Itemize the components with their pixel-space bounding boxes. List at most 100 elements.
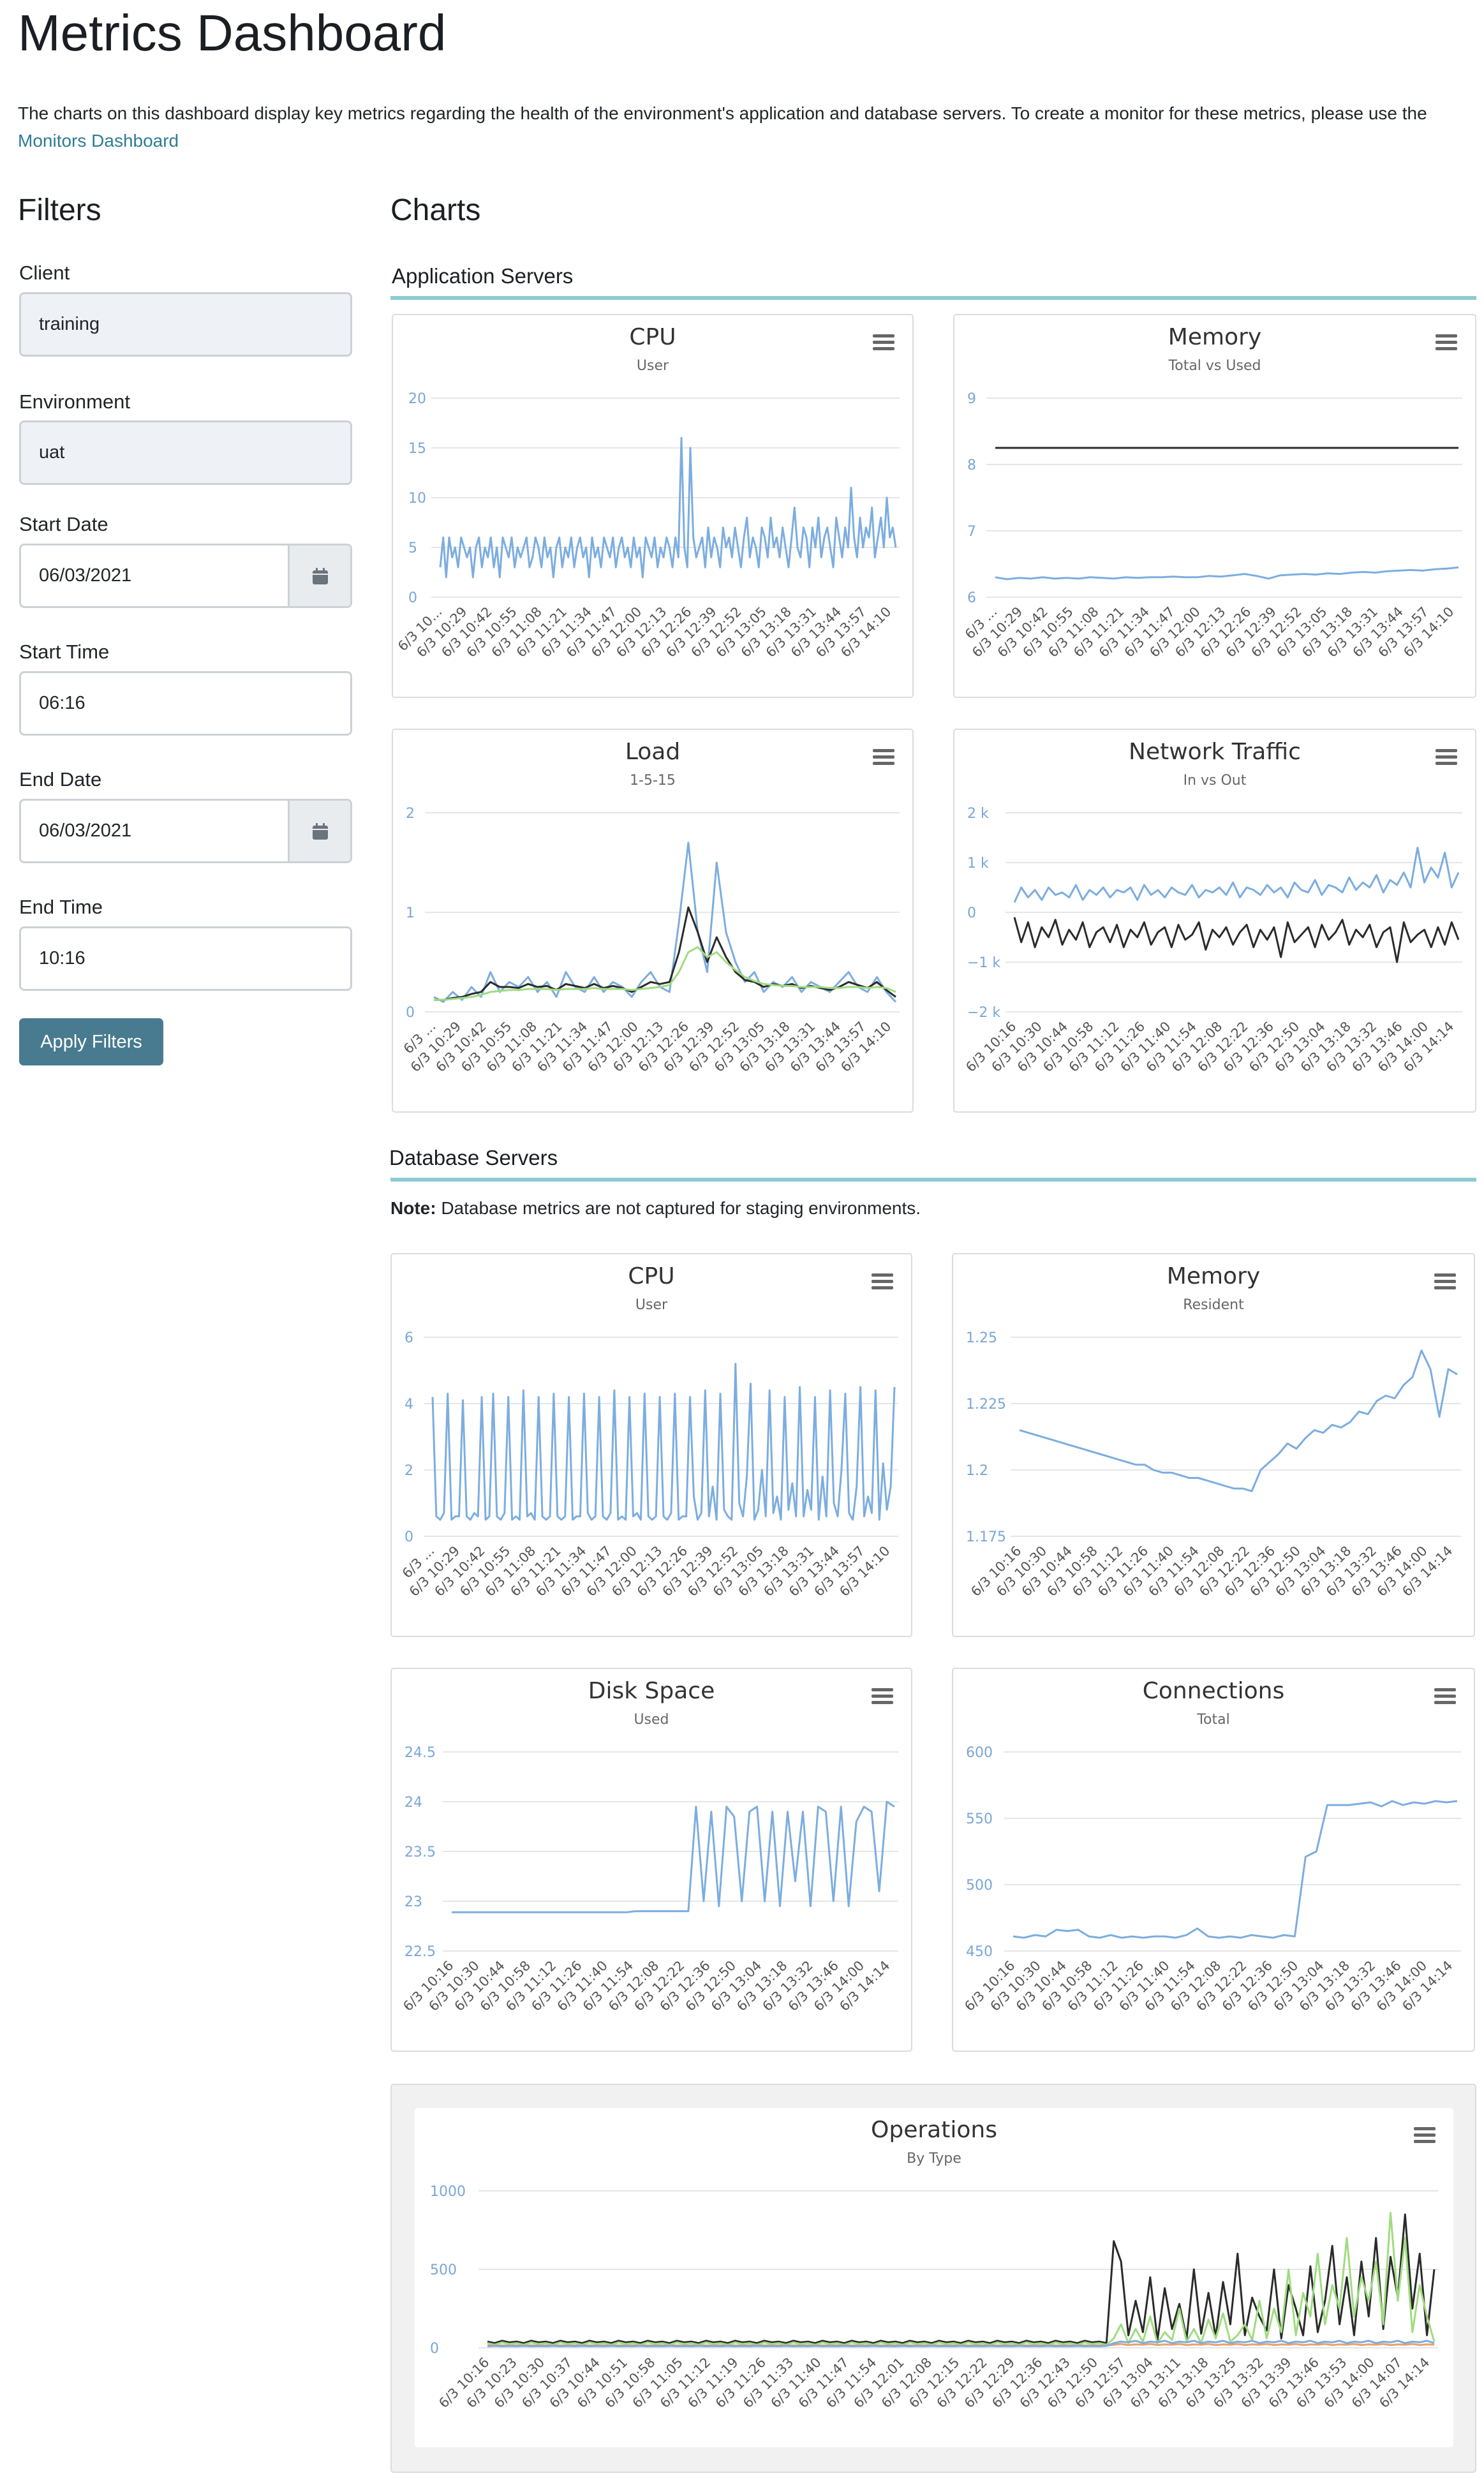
- environment-field[interactable]: uat: [19, 420, 352, 485]
- y-tick-label: 4: [404, 1397, 413, 1413]
- start-date-field[interactable]: 06/03/2021: [19, 544, 352, 608]
- series-line-1: [439, 436, 897, 579]
- y-tick-label: 0: [430, 2341, 439, 2357]
- environment-label: Environment: [19, 390, 131, 413]
- y-tick-label: 0: [408, 590, 417, 606]
- series-line-1: [433, 842, 897, 1003]
- chart-menu-icon[interactable]: [872, 1688, 893, 1704]
- intro-text: The charts on this dashboard display key…: [18, 100, 1466, 154]
- chart-menu-icon[interactable]: [1436, 334, 1457, 350]
- y-tick-label: 23.5: [404, 1844, 436, 1860]
- chart-title: Load: [625, 739, 680, 765]
- client-field[interactable]: training: [19, 292, 352, 357]
- db-servers-heading: Database Servers: [389, 1146, 558, 1169]
- y-tick-label: 500: [966, 1878, 993, 1894]
- y-tick-label: 2: [406, 806, 415, 822]
- y-tick-label: 2: [404, 1463, 413, 1479]
- y-tick-label: 5: [408, 540, 417, 556]
- y-tick-label: 550: [966, 1811, 993, 1827]
- chart-title: Connections: [1143, 1678, 1284, 1704]
- monitors-dashboard-link[interactable]: Monitors Dashboard: [18, 131, 179, 151]
- chart-subtitle: 1-5-15: [630, 773, 676, 789]
- y-tick-label: 9: [967, 391, 976, 407]
- y-tick-label: 23: [404, 1894, 422, 1910]
- page-title: Metrics Dashboard: [18, 4, 447, 61]
- series-line-2: [487, 2211, 1436, 2346]
- intro-body: The charts on this dashboard display key…: [18, 103, 1427, 123]
- series-line-4: [487, 2340, 1435, 2347]
- chart-menu-icon[interactable]: [1434, 1273, 1456, 1289]
- chart-title: CPU: [628, 1263, 674, 1289]
- y-tick-label: 0: [404, 1529, 413, 1545]
- start-time-label: Start Time: [19, 641, 110, 663]
- chart-db-memory: Memory Resident 1.175 1.2 1.225 1.25 6/3 10:16…: [952, 1253, 1475, 1637]
- note-label: Note:: [390, 1198, 436, 1218]
- chart-db-disk: Disk Space Used 22.5 23 23.5 24 24.5 6/3 10:16 6…: [390, 1668, 912, 2052]
- chart-subtitle: User: [637, 358, 669, 374]
- series-line-1: [431, 1363, 896, 1521]
- y-tick-label: 10: [408, 491, 426, 507]
- y-tick-label: 1: [406, 905, 415, 921]
- y-tick-label: 20: [408, 391, 426, 407]
- chart-menu-icon[interactable]: [873, 334, 894, 350]
- apply-filters-button[interactable]: Apply Filters: [19, 1018, 163, 1065]
- calendar-icon[interactable]: [288, 801, 350, 861]
- charts-heading: Charts: [390, 193, 481, 227]
- chart-subtitle: Total vs Used: [1168, 358, 1261, 374]
- chart-title: CPU: [629, 324, 676, 350]
- chart-app-cpu: CPU User 0 5 10 15 20 6/3 10... 6/3 10:29 6/3 10:…: [392, 314, 914, 698]
- chart-subtitle: Used: [634, 1712, 669, 1728]
- db-servers-rule: [390, 1178, 1476, 1182]
- start-time-field[interactable]: 06:16: [19, 671, 352, 736]
- series-line-1: [1019, 1349, 1458, 1492]
- series-line-2: [1013, 917, 1460, 963]
- chart-subtitle: In vs Out: [1183, 773, 1247, 789]
- chart-title: Memory: [1167, 1263, 1260, 1289]
- calendar-icon[interactable]: [288, 545, 350, 606]
- y-tick-label: 6: [967, 590, 976, 606]
- start-time-value: 06:16: [39, 693, 85, 713]
- chart-menu-icon[interactable]: [872, 1273, 893, 1289]
- chart-subtitle: User: [635, 1297, 668, 1313]
- y-tick-label: 0: [406, 1005, 415, 1021]
- series-line-2: [995, 566, 1459, 581]
- y-tick-label: 1 k: [967, 856, 989, 872]
- y-tick-label: 22.5: [404, 1944, 436, 1960]
- y-tick-label: 24.5: [404, 1745, 436, 1761]
- chart-menu-icon[interactable]: [1414, 2127, 1436, 2143]
- client-value: training: [39, 314, 100, 334]
- chart-menu-icon[interactable]: [1436, 749, 1457, 765]
- y-tick-label: −1 k: [967, 955, 1000, 971]
- end-date-field[interactable]: 06/03/2021: [19, 799, 352, 863]
- chart-title: Operations: [871, 2117, 997, 2143]
- chart-menu-icon[interactable]: [873, 749, 894, 765]
- app-servers-rule: [390, 296, 1476, 300]
- y-tick-label: 1.25: [966, 1330, 997, 1346]
- y-tick-label: 15: [408, 441, 426, 457]
- end-time-label: End Time: [19, 896, 103, 918]
- chart-title: Network Traffic: [1129, 739, 1301, 765]
- end-time-field[interactable]: 10:16: [19, 926, 352, 991]
- series-line-1: [1013, 847, 1460, 903]
- end-date-label: End Date: [19, 768, 102, 790]
- app-servers-heading: Application Servers: [392, 264, 574, 288]
- y-tick-label: 450: [966, 1944, 993, 1960]
- y-tick-label: 8: [967, 457, 976, 473]
- chart-subtitle: By Type: [907, 2151, 961, 2167]
- chart-menu-icon[interactable]: [1434, 1688, 1456, 1704]
- db-note: Note: Database metrics are not captured …: [390, 1198, 921, 1219]
- y-tick-label: 1.175: [966, 1529, 1006, 1545]
- series-line-3: [434, 946, 896, 1001]
- y-tick-label: 7: [967, 524, 976, 540]
- chart-db-connections: Connections Total 450 500 550 600 6/3 10:16 6/3…: [952, 1668, 1475, 2052]
- note-text: Database metrics are not captured for st…: [436, 1198, 921, 1218]
- y-tick-label: 500: [430, 2262, 457, 2278]
- y-tick-label: 600: [966, 1745, 993, 1761]
